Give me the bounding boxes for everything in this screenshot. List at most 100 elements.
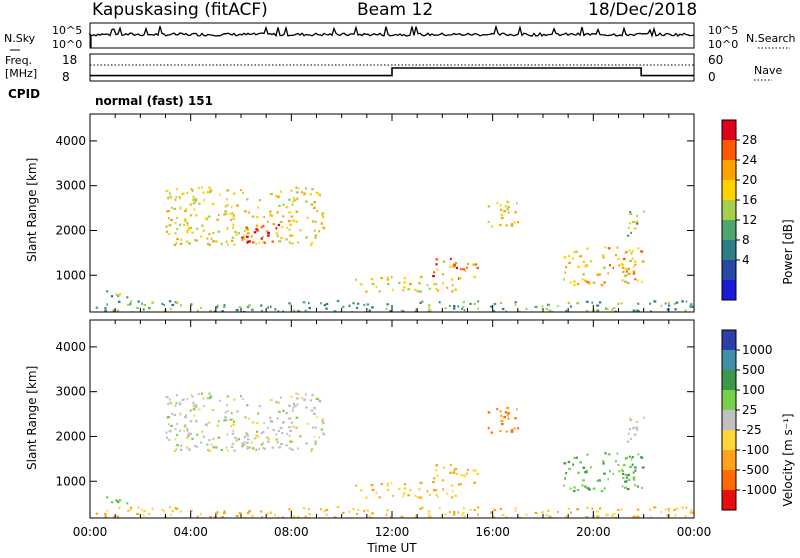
power-echo-cell <box>387 276 390 279</box>
velocity-echo-cell <box>315 397 319 400</box>
power-echo-cell <box>208 191 212 194</box>
power-echo-cell <box>310 203 314 206</box>
velocity-echo-cell <box>609 470 611 473</box>
power-axis-ticks: 1000 2000 3000 4000 <box>55 114 695 312</box>
power-echo-cell <box>437 289 439 292</box>
velocity-echo-cell <box>267 437 270 441</box>
velocity-echo-cell <box>438 507 441 510</box>
power-echo-cell <box>185 240 189 243</box>
cpid-value: normal (fast) 151 <box>95 94 213 108</box>
power-echo-cell <box>260 237 263 240</box>
power-echo-cell <box>225 213 228 216</box>
velocity-echo-cell <box>475 469 478 472</box>
power-echo-cell <box>612 307 616 310</box>
power-echo-cell <box>226 189 230 192</box>
power-echo-cell <box>278 204 281 207</box>
velocity-echo-cell <box>257 412 260 415</box>
power-echo-cell <box>191 231 194 234</box>
date-title: 18/Dec/2018 <box>588 0 697 20</box>
velocity-echo-cell <box>622 463 626 467</box>
velocity-echo-cell <box>267 440 270 443</box>
power-echo-cell <box>569 305 572 308</box>
velocity-echo-cell <box>507 412 510 415</box>
power-echo-cell <box>116 309 119 312</box>
freq-trace <box>90 67 694 77</box>
power-echo-cell <box>403 277 406 280</box>
velocity-echo-cell <box>534 511 538 515</box>
velocity-echo-cell <box>316 416 318 419</box>
velocity-echo-cell <box>280 443 283 446</box>
nave-top-tick: 60 <box>708 53 723 67</box>
velocity-echo-cell <box>356 512 359 515</box>
velocity-echo-cell <box>237 438 240 441</box>
velocity-echo-cell <box>633 516 636 518</box>
y-tick-label: 1000 <box>55 268 86 282</box>
velocity-echo-cell <box>473 508 476 512</box>
power-echo-cell <box>450 278 454 281</box>
x-axis-label: Time UT <box>366 541 417 554</box>
velocity-echo-cell <box>285 444 288 447</box>
velocity-echo-cell <box>229 418 232 421</box>
velocity-echo-cell <box>247 438 250 441</box>
velocity-axis-ticks: 1000 2000 3000 4000 <box>55 320 695 518</box>
velocity-echo-cell <box>196 445 198 448</box>
power-echo-cell <box>359 283 363 286</box>
velocity-echo-cell <box>224 416 227 419</box>
power-echo-cell <box>582 260 586 263</box>
velocity-echo-cell <box>476 472 479 476</box>
colorbar-segment <box>722 260 736 281</box>
power-echo-cell <box>634 263 637 266</box>
power-echo-cell <box>210 237 213 240</box>
colorbar-frame <box>721 119 737 301</box>
velocity-echo-cell <box>453 511 456 514</box>
power-echo-cell <box>215 240 218 243</box>
velocity-echo-cell <box>188 448 191 451</box>
velocity-echo-cell <box>598 507 602 510</box>
power-echo-cell <box>569 281 572 284</box>
power-echo-cell <box>178 197 182 200</box>
power-echo-cell <box>633 310 636 312</box>
velocity-echo-cell <box>568 467 572 471</box>
velocity-echo-cell <box>287 426 291 429</box>
power-echo-cell <box>635 220 639 223</box>
power-echo-cell <box>186 222 189 225</box>
velocity-echo-cell <box>292 406 294 409</box>
power-echo-cell <box>181 193 184 196</box>
power-echo-cell <box>473 302 476 306</box>
power-echo-cell <box>126 296 129 299</box>
velocity-echo-cell <box>631 463 634 466</box>
velocity-echo-cell <box>469 508 472 511</box>
velocity-echo-cell <box>368 515 371 518</box>
velocity-echo-cell <box>380 483 383 486</box>
power-echo-cell <box>303 192 306 195</box>
power-echo-cell <box>229 212 232 215</box>
velocity-echo-cell <box>371 488 375 491</box>
colorbar-segment <box>722 140 736 161</box>
power-echo-cell <box>450 257 452 260</box>
power-echo-cell <box>243 235 246 238</box>
velocity-echo-cell <box>269 399 273 402</box>
power-echo-cell <box>182 192 185 195</box>
velocity-echo-cell <box>226 404 228 407</box>
power-echo-cell <box>286 226 288 229</box>
power-echo-cell <box>586 281 590 284</box>
power-echo-cell <box>626 281 630 285</box>
velocity-echo-cell <box>222 512 226 515</box>
velocity-echo-cell <box>409 489 412 492</box>
power-echo-cell <box>170 218 173 221</box>
power-echo-cell <box>585 280 588 283</box>
velocity-echo-cell <box>258 405 261 408</box>
velocity-echo-cell <box>322 421 325 424</box>
power-echo-cell <box>272 223 275 226</box>
power-echo-cell <box>221 310 224 312</box>
velocity-echo-cell <box>457 511 459 514</box>
power-echo-cell <box>664 302 667 305</box>
velocity-echo-cell <box>633 433 637 436</box>
power-echo-cell <box>499 301 502 304</box>
velocity-echo-cell <box>183 429 185 432</box>
power-echo-cell <box>462 305 465 308</box>
colorbar-tick-label: 16 <box>742 193 757 207</box>
power-echo-cell <box>584 265 587 268</box>
velocity-echo-cell <box>246 512 250 515</box>
velocity-echo-cell <box>365 496 368 499</box>
